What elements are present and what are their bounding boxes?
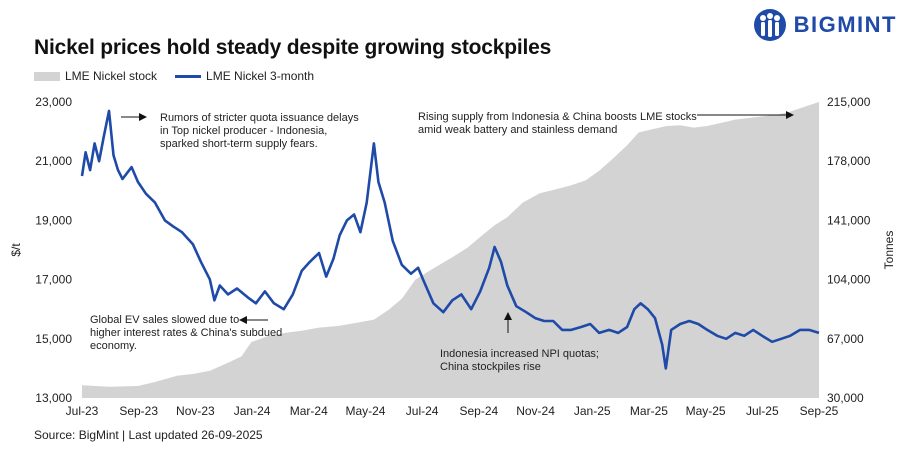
y-right-tick-label: 178,000	[827, 154, 871, 168]
y-right-tick-label: 30,000	[827, 391, 864, 405]
x-tick-label: Mar-25	[630, 404, 668, 418]
annotation-text: Indonesia increased NPI quotas; China sto…	[440, 348, 599, 373]
y-left-tick-label: 21,000	[35, 154, 72, 168]
x-tick-label: May-24	[345, 404, 385, 418]
x-tick-label: Jul-25	[746, 404, 779, 418]
annotation-text: Rumors of stricter quota issuance delays…	[160, 112, 359, 150]
annotation-text: Global EV sales slowed due to higher inte…	[90, 314, 282, 352]
x-tick-label: Sep-23	[119, 404, 158, 418]
y-right-axis-label: Tonnes	[882, 231, 896, 270]
bigmint-people-icon	[753, 9, 786, 41]
chart-legend: LME Nickel stock LME Nickel 3-month	[34, 69, 324, 83]
legend-swatch-area	[34, 71, 60, 81]
x-tick-label: Sep-24	[459, 404, 498, 418]
x-tick-label: Nov-24	[516, 404, 555, 418]
y-right-tick-label: 104,000	[827, 273, 871, 287]
x-tick-label: Mar-24	[290, 404, 328, 418]
legend-label-price: LME Nickel 3-month	[206, 69, 315, 83]
x-tick-label: Jul-24	[406, 404, 439, 418]
y-left-tick-label: 19,000	[35, 213, 72, 227]
chart-title: Nickel prices hold steady despite growin…	[34, 36, 552, 59]
legend-label-stock: LME Nickel stock	[65, 69, 158, 83]
x-tick-label: Jan-25	[574, 404, 611, 418]
stock-area	[82, 102, 819, 398]
x-tick-label: May-25	[686, 404, 726, 418]
legend-item-stock: LME Nickel stock	[34, 69, 157, 83]
y-right-tick-label: 67,000	[827, 332, 864, 346]
annotation-text: Rising supply from Indonesia & China boo…	[418, 111, 697, 136]
brand-name: BIGMINT	[793, 12, 897, 37]
legend-item-price: LME Nickel 3-month	[175, 69, 314, 83]
y-left-tick-label: 15,000	[35, 332, 72, 346]
y-right-tick-label: 141,000	[827, 213, 871, 227]
y-left-tick-label: 13,000	[35, 391, 72, 405]
x-tick-label: Jul-23	[66, 404, 99, 418]
x-tick-label: Jan-24	[234, 404, 271, 418]
x-tick-label: Sep-25	[800, 404, 839, 418]
brand-logo: BIGMINT	[752, 8, 897, 42]
y-left-tick-label: 17,000	[35, 273, 72, 287]
price-line	[80, 109, 820, 370]
y-left-tick-label: 23,000	[35, 95, 72, 109]
legend-swatch-line	[175, 74, 202, 78]
x-tick-label: Nov-23	[176, 404, 215, 418]
y-left-axis-label: $/t	[9, 243, 23, 257]
source-note: Source: BigMint | Last updated 26-09-202…	[34, 428, 263, 442]
y-right-tick-label: 215,000	[827, 95, 871, 109]
